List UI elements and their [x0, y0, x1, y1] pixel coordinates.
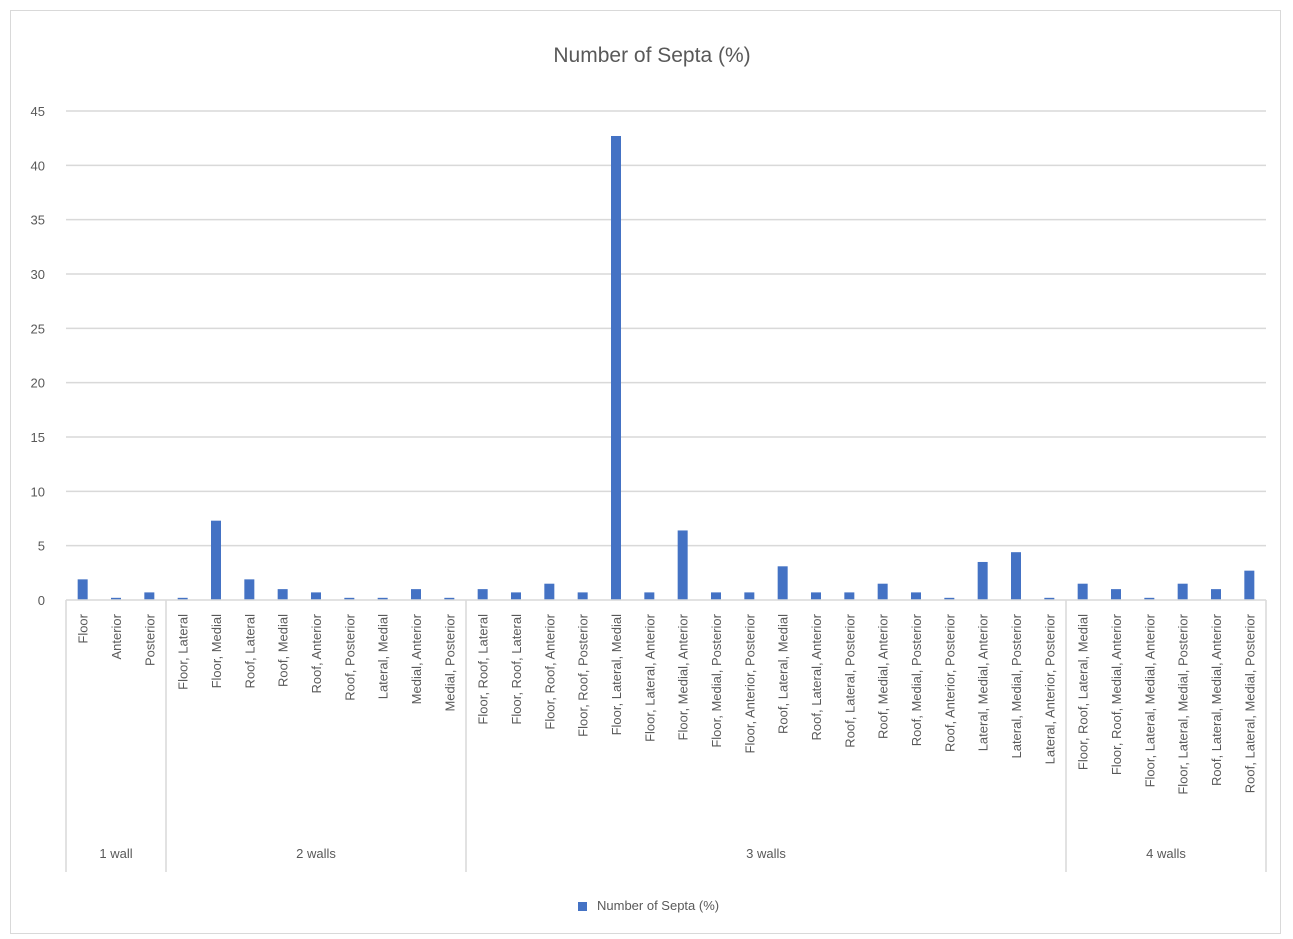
y-tick-label: 45: [31, 104, 45, 119]
legend: Number of Septa (%): [578, 898, 719, 913]
bars: [77, 135, 1255, 600]
category-label: Floor, Roof, Lateral, Medial: [1076, 614, 1091, 770]
category-label: Floor, Medial, Anterior: [676, 613, 691, 740]
category-label: Lateral, Medial, Posterior: [1009, 613, 1024, 758]
bar: [677, 530, 688, 600]
bar: [744, 592, 755, 600]
bar: [477, 589, 488, 600]
legend-label: Number of Septa (%): [597, 898, 719, 913]
category-label: Roof, Medial, Anterior: [876, 613, 891, 739]
category-label: Roof, Lateral, Anterior: [809, 613, 824, 740]
y-tick-label: 35: [31, 213, 45, 228]
category-label: Lateral, Anterior, Posterior: [1042, 613, 1057, 764]
category-label: Floor, Lateral, Medial, Posterior: [1176, 613, 1191, 794]
y-tick-label: 10: [31, 484, 45, 499]
y-tick-label: 40: [31, 158, 45, 173]
category-label: Anterior: [109, 613, 124, 659]
category-label: Roof, Lateral, Medial, Anterior: [1209, 613, 1224, 786]
y-tick-label: 25: [31, 321, 45, 336]
category-label: Floor, Roof, Lateral: [476, 614, 491, 725]
y-tick-label: 5: [38, 539, 45, 554]
bar: [177, 597, 188, 600]
category-label: Roof, Medial, Posterior: [909, 613, 924, 746]
category-label: Roof, Lateral: [242, 614, 257, 689]
category-label: Floor, Roof, Posterior: [576, 613, 591, 736]
category-label: Roof, Medial: [276, 614, 291, 687]
category-label: Roof, Lateral, Medial, Posterior: [1242, 613, 1257, 793]
group-label: 2 walls: [296, 846, 336, 861]
category-label: Roof, Anterior, Posterior: [942, 613, 957, 752]
bar: [877, 583, 888, 600]
y-tick-label: 30: [31, 267, 45, 282]
category-label: Lateral, Medial: [376, 614, 391, 699]
bar: [711, 592, 721, 600]
category-labels: Floor Anterior Posterior Floor, Lateral Floo…: [76, 613, 1258, 794]
y-tick-label: 0: [38, 593, 45, 608]
chart-frame: [10, 10, 1281, 934]
bar: [77, 579, 88, 600]
category-label: Floor, Medial, Posterior: [709, 613, 724, 747]
bar: [1111, 589, 1121, 600]
bar: [644, 592, 655, 600]
category-label: Floor, Medial: [209, 614, 224, 689]
bar: [244, 579, 255, 600]
bar: [511, 592, 521, 600]
bar: [211, 520, 221, 600]
category-label: Floor, Lateral: [176, 614, 191, 690]
bar: [1244, 570, 1255, 600]
legend-swatch: [578, 902, 587, 911]
bar: [544, 583, 555, 600]
bar: [1011, 552, 1021, 600]
bar: [1077, 583, 1088, 600]
category-label: Roof, Posterior: [342, 613, 357, 700]
bar: [1144, 597, 1155, 600]
category-label: Floor, Roof, Anterior: [542, 613, 557, 729]
chart-title: Number of Septa (%): [553, 44, 750, 67]
bar: [777, 566, 788, 600]
bar: [844, 592, 855, 600]
category-label: Lateral, Medial, Anterior: [976, 613, 991, 751]
bar: [1211, 589, 1221, 600]
bar: [377, 597, 388, 600]
bar: [277, 589, 288, 600]
y-tick-label: 20: [31, 376, 45, 391]
bar: [111, 597, 121, 600]
group-label: 3 walls: [746, 846, 786, 861]
group-label: 1 wall: [99, 846, 132, 861]
category-label: Roof, Anterior: [309, 613, 324, 693]
group-labels: 1 wall 2 walls 3 walls 4 walls: [65, 600, 1267, 872]
category-label: Posterior: [142, 613, 157, 666]
gridlines: [66, 110, 1266, 547]
bar: [1044, 597, 1055, 600]
bar: [411, 589, 421, 600]
category-label: Floor: [76, 613, 91, 643]
category-label: Medial, Posterior: [442, 613, 457, 711]
category-label: Floor, Roof, Medial, Anterior: [1109, 613, 1124, 775]
category-label: Floor, Anterior, Posterior: [742, 613, 757, 753]
bar: [444, 597, 455, 600]
bar: [1177, 583, 1188, 600]
bar: [811, 592, 821, 600]
group-label: 4 walls: [1146, 846, 1186, 861]
bar: [911, 592, 921, 600]
category-label: Roof, Lateral, Posterior: [842, 613, 857, 747]
category-label: Floor, Roof, Lateral: [509, 614, 524, 725]
bar: [977, 561, 988, 600]
category-label: Floor, Lateral, Medial, Anterior: [1142, 613, 1157, 787]
category-label: Roof, Lateral, Medial: [776, 614, 791, 734]
y-tick-label: 15: [31, 430, 45, 445]
bar: [144, 592, 155, 600]
bar: [611, 135, 621, 600]
bar: [944, 597, 955, 600]
category-label: Floor, Lateral, Medial: [609, 614, 624, 736]
y-axis-ticks: 0 5 10 15 20 25 30 35 40 45: [31, 104, 45, 608]
bar: [311, 592, 321, 600]
bar: [344, 597, 355, 600]
bar: [577, 592, 588, 600]
category-label: Medial, Anterior: [409, 613, 424, 704]
category-label: Floor, Lateral, Anterior: [642, 613, 657, 742]
